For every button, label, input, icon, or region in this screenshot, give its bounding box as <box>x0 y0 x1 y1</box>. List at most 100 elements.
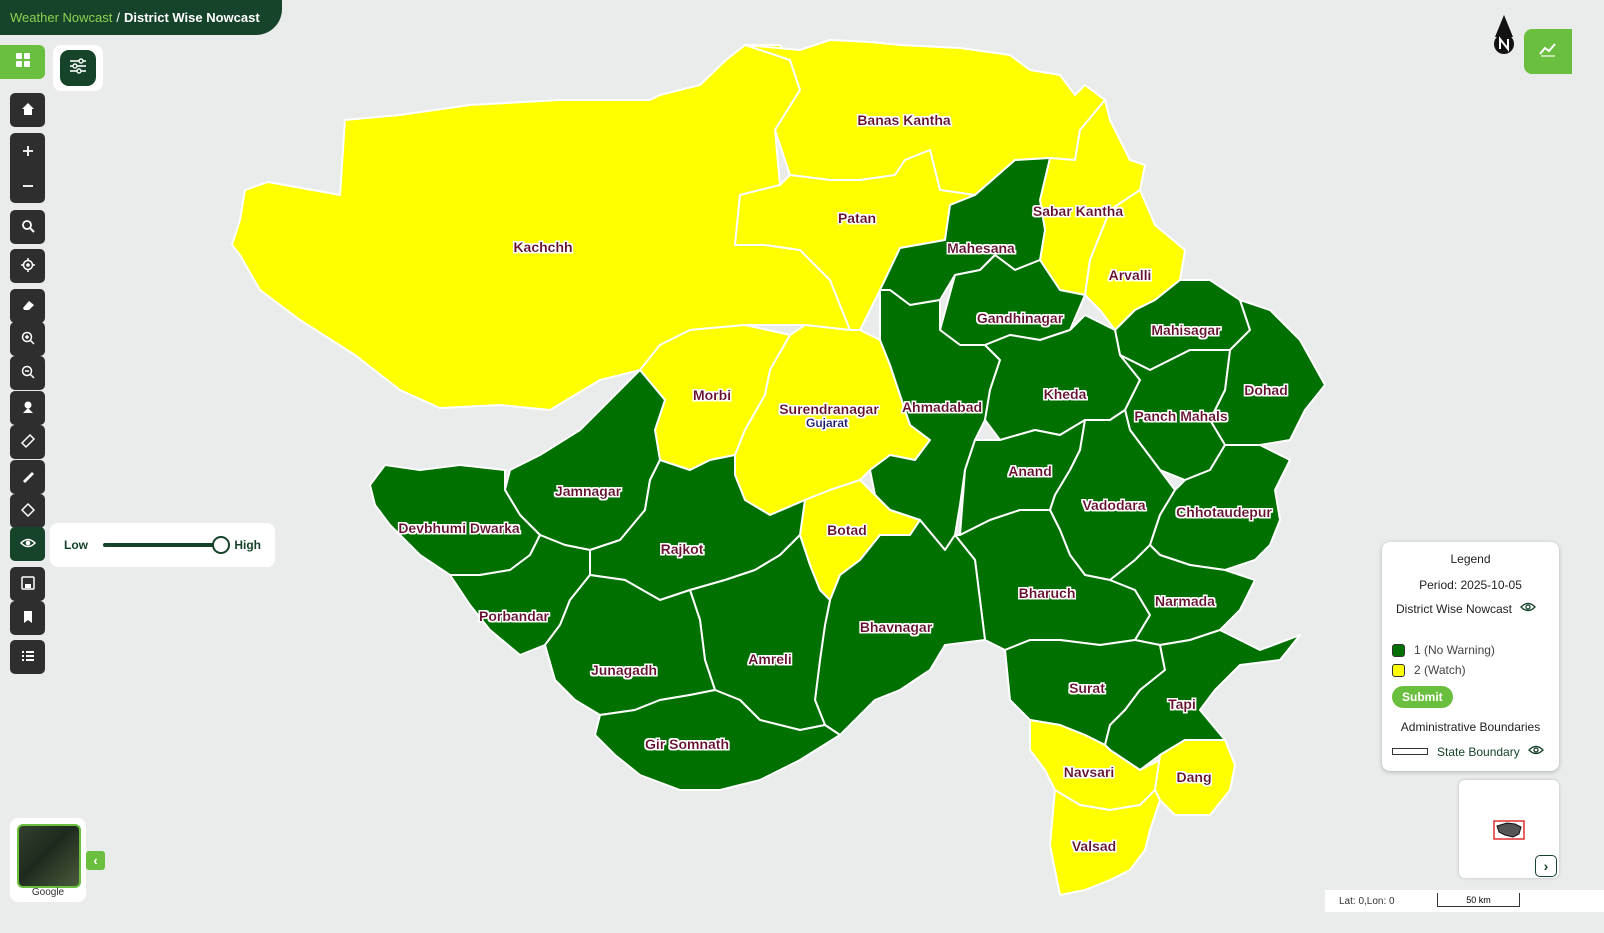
district-label-narmada: Narmada <box>1155 593 1215 609</box>
breadcrumb-parent-link[interactable]: Weather Nowcast <box>10 10 113 25</box>
district-label-porbandar: Porbandar <box>479 608 550 624</box>
opacity-low-label: Low <box>64 538 88 552</box>
district-valsad[interactable] <box>1049 789 1161 896</box>
district-label-rajkot: Rajkot <box>661 541 704 557</box>
state-label: Gujarat <box>806 416 848 430</box>
bookmark-icon <box>20 609 36 628</box>
legend-period: Period: 2025-10-05 <box>1419 578 1522 592</box>
coordinates-readout: Lat: 0,Lon: 0 <box>1339 895 1395 907</box>
eraser-button[interactable] <box>10 289 45 323</box>
district-label-kachchh: Kachchh <box>513 239 572 255</box>
basemap-switcher[interactable]: Google <box>10 818 86 902</box>
shape-button[interactable] <box>10 494 45 528</box>
district-label-sabar-kantha: Sabar Kantha <box>1033 203 1123 219</box>
legend-swatch-no-warning <box>1392 643 1405 657</box>
district-label-jamnagar: Jamnagar <box>555 483 622 499</box>
district-gir-somnath[interactable] <box>594 689 841 791</box>
legend-item-label: 1 (No Warning) <box>1414 643 1495 657</box>
ruler-button[interactable] <box>10 425 45 459</box>
draw-icon <box>20 468 36 487</box>
zoom-controls <box>10 133 45 203</box>
basemap-thumbnail[interactable] <box>17 824 81 888</box>
district-label-surat: Surat <box>1069 680 1105 696</box>
home-button[interactable] <box>10 93 45 127</box>
district-label-dohad: Dohad <box>1244 382 1288 398</box>
district-label-anand: Anand <box>1008 463 1052 479</box>
pin-button[interactable] <box>10 391 45 425</box>
district-label-chhotaudepur: Chhotaudepur <box>1176 504 1272 520</box>
district-label-mahesana: Mahesana <box>947 240 1015 256</box>
district-label-mahisagar: Mahisagar <box>1151 322 1221 338</box>
shape-icon <box>20 502 36 521</box>
district-label-gandhinagar: Gandhinagar <box>977 310 1064 326</box>
district-label-devbhumi-dwarka: Devbhumi Dwarka <box>398 520 520 536</box>
district-label-kheda: Kheda <box>1044 386 1087 402</box>
chart-icon <box>1539 41 1557 62</box>
district-label-amreli: Amreli <box>748 651 792 667</box>
north-arrow-icon <box>1490 15 1518 57</box>
opacity-slider[interactable] <box>103 536 231 554</box>
district-label-valsad: Valsad <box>1072 838 1116 854</box>
district-label-dang: Dang <box>1177 769 1212 785</box>
breadcrumb-current: District Wise Nowcast <box>123 10 260 25</box>
chart-panel-button[interactable] <box>1524 29 1572 74</box>
collapse-chevron-left-icon[interactable]: ‹ <box>86 851 105 870</box>
layer-list-button[interactable] <box>10 640 45 674</box>
district-chhotaudepur[interactable] <box>1149 444 1291 571</box>
layer-visibility-eye-icon[interactable] <box>1520 601 1536 616</box>
district-label-bhavnagar: Bhavnagar <box>860 619 933 635</box>
zoom-in-icon[interactable] <box>20 133 36 168</box>
zoom-out-area-button[interactable] <box>10 356 45 390</box>
grid-icon <box>15 52 31 73</box>
district-label-navsari: Navsari <box>1064 764 1115 780</box>
bookmark-button[interactable] <box>10 601 45 635</box>
locate-button[interactable] <box>10 249 45 283</box>
district-label-patan: Patan <box>838 210 876 226</box>
district-label-bharuch: Bharuch <box>1019 585 1076 601</box>
visibility-button[interactable] <box>10 527 45 561</box>
zoom-in-area-button[interactable] <box>10 322 45 356</box>
state-boundary-swatch <box>1392 748 1428 755</box>
basemap-label: Google <box>31 887 65 898</box>
district-label-surendranagar: Surendranagar <box>779 401 879 417</box>
zoom-out-area-icon <box>20 364 36 383</box>
legend-panel: Legend Period: 2025-10-05 District Wise … <box>1382 542 1559 771</box>
district-label-botad: Botad <box>827 522 867 538</box>
pin-icon <box>20 399 36 418</box>
home-icon <box>20 101 36 120</box>
breadcrumb: Weather Nowcast / District Wise Nowcast <box>0 0 282 35</box>
submit-button[interactable]: Submit <box>1392 686 1453 708</box>
save-icon <box>20 575 36 594</box>
legend-swatch-watch <box>1392 663 1405 677</box>
legend-layer-name: District Wise Nowcast <box>1396 601 1513 616</box>
legend-title: Legend <box>1450 552 1491 566</box>
district-label-tapi: Tapi <box>1168 696 1196 712</box>
eraser-icon <box>20 297 36 316</box>
filter-button[interactable] <box>53 45 103 91</box>
district-label-morbi: Morbi <box>693 387 731 403</box>
opacity-slider-thumb[interactable] <box>212 536 231 554</box>
draw-button[interactable] <box>10 460 45 494</box>
boundary-visibility-eye-icon[interactable] <box>1527 744 1544 759</box>
legend-item-label: 2 (Watch) <box>1414 663 1466 677</box>
list-icon <box>20 648 36 667</box>
district-label-gir-somnath: Gir Somnath <box>645 736 729 752</box>
admin-boundaries-title: Administrative Boundaries <box>1400 720 1541 734</box>
opacity-high-label: High <box>234 538 261 552</box>
save-button[interactable] <box>10 567 45 601</box>
locate-icon <box>20 257 36 276</box>
search-icon <box>20 218 36 237</box>
state-boundary-label: State Boundary <box>1437 744 1520 759</box>
scale-bar: 50 km <box>1437 893 1520 907</box>
search-button[interactable] <box>10 210 45 244</box>
district-label-junagadh: Junagadh <box>591 662 657 678</box>
ruler-icon <box>20 433 36 452</box>
opacity-control: Low High <box>50 523 275 567</box>
breadcrumb-separator: / <box>116 10 120 25</box>
district-label-vadodara: Vadodara <box>1082 497 1145 513</box>
minimap-toggle-chevron-right-icon[interactable]: › <box>1535 855 1557 877</box>
district-label-ahmadabad: Ahmadabad <box>902 399 982 415</box>
zoom-out-icon[interactable] <box>20 168 36 203</box>
layers-grid-button[interactable] <box>0 45 45 79</box>
